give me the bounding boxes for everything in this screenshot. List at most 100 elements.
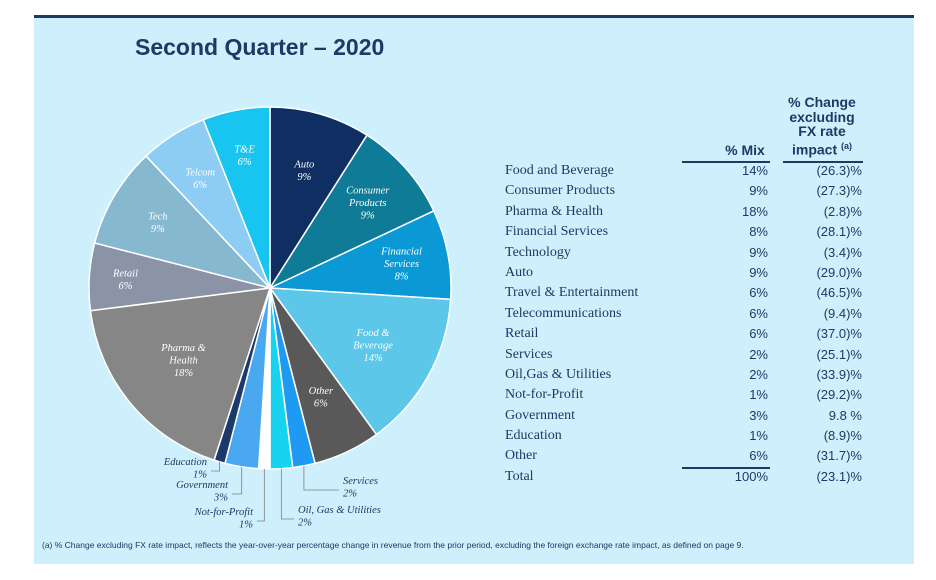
- row-change: (33.9)%: [816, 366, 862, 382]
- pie-slice-pharma-health: [89, 287, 272, 462]
- pie-slice-consumer-products: [267, 134, 435, 290]
- slice-label-financial-services: Financial Services 8%: [380, 246, 422, 282]
- row-name: Auto: [505, 264, 533, 280]
- header-change-line-3: FX rate: [798, 123, 846, 139]
- slice-label-services: Services 2%: [343, 476, 378, 500]
- row-mix: 6%: [749, 326, 768, 342]
- table-row: Consumer Products 9% (27.3)%: [500, 181, 870, 201]
- row-change: (29.2)%: [816, 387, 862, 403]
- row-name: Oil,Gas & Utilities: [505, 366, 612, 382]
- slice-label-not-for-profit: Not-for-Profit 1%: [194, 507, 254, 531]
- slice-label-tech: Tech 9%: [148, 211, 167, 235]
- slice-label-oil-gas-utilities: Oil, Gas & Utilities 2%: [298, 505, 381, 529]
- table-row: Food and Beverage 14% (26.3)%: [500, 161, 870, 181]
- slice-label-government: Government 3%: [176, 480, 229, 504]
- header-change-rule: [783, 161, 863, 163]
- leader-line-government: [232, 466, 243, 495]
- row-change: (2.8)%: [823, 203, 862, 219]
- table-row: Not-for-Profit 1% (29.2)%: [500, 385, 870, 405]
- slice-label-telcom: Telcom 6%: [185, 168, 215, 192]
- pie-slice-t-e: [202, 106, 271, 289]
- pie-slice-tech: [93, 154, 273, 290]
- table-row: Auto 9% (29.0)%: [500, 263, 870, 283]
- row-mix: 1%: [749, 428, 768, 444]
- row-change: (37.0)%: [816, 326, 862, 342]
- row-name: Retail: [505, 326, 539, 342]
- row-mix: 6%: [749, 285, 768, 301]
- footnote: (a) % Change excluding FX rate impact, r…: [42, 540, 744, 550]
- table-row: Total 100% (23.1)%: [500, 467, 870, 487]
- row-change: (26.3)%: [816, 163, 862, 178]
- slice-label-t-e: T&E 6%: [234, 144, 255, 168]
- row-name: Consumer Products: [505, 183, 616, 199]
- slice-label-consumer-products: Consumer Products 9%: [346, 185, 390, 221]
- top-rule: [34, 15, 914, 18]
- row-change: (28.1)%: [816, 224, 862, 240]
- row-name: Technology: [505, 244, 571, 260]
- slice-label-other: Other 6%: [309, 386, 334, 410]
- row-change: (23.1)%: [816, 468, 862, 484]
- row-change: 9.8 %: [828, 407, 862, 423]
- table-row: Education 1% (8.9)%: [500, 426, 870, 446]
- header-mix: % Mix: [725, 142, 765, 158]
- row-change: (46.5)%: [816, 285, 862, 301]
- leader-line-oil-gas-utilities: [280, 468, 294, 520]
- slice-label-education: Education 1%: [163, 457, 207, 481]
- row-mix: 2%: [749, 366, 768, 382]
- header-change-line-4: impact (a): [775, 139, 869, 157]
- row-name: Total: [505, 468, 534, 484]
- slice-label-auto: Auto 9%: [293, 160, 314, 184]
- slice-label-pharma-health: Pharma & Health 18%: [160, 343, 206, 379]
- row-change: (9.4)%: [823, 305, 862, 321]
- header-change-note: (a): [841, 140, 852, 151]
- header-change-line-2: excluding: [789, 108, 855, 125]
- table-row: Other 6% (31.7)%: [500, 446, 870, 466]
- table-row: Telecommunications 6% (9.4)%: [500, 304, 870, 324]
- row-mix: 8%: [749, 224, 768, 240]
- slice-label-retail: Retail 6%: [112, 269, 138, 293]
- row-mix: 100%: [734, 468, 768, 484]
- row-change: (8.9)%: [823, 428, 862, 444]
- row-name: Pharma & Health: [505, 203, 603, 219]
- row-mix: 3%: [749, 407, 768, 423]
- row-name: Travel & Entertainment: [505, 285, 639, 301]
- row-mix: 2%: [749, 346, 768, 362]
- leader-line-education: [211, 461, 220, 472]
- row-mix: 18%: [741, 203, 768, 219]
- row-mix: 6%: [749, 448, 768, 464]
- row-mix: 9%: [749, 244, 768, 260]
- row-mix: 14%: [741, 163, 768, 178]
- row-name: Government: [505, 407, 575, 423]
- page-title: Second Quarter – 2020: [135, 34, 385, 60]
- row-change: (27.3)%: [816, 183, 862, 199]
- table-row: Pharma & Health 18% (2.8)%: [500, 202, 870, 222]
- pie-slice-food-beverage: [268, 287, 452, 436]
- table-row: Retail 6% (37.0)%: [500, 324, 870, 344]
- row-name: Financial Services: [505, 224, 609, 240]
- table-row: Travel & Entertainment 6% (46.5)%: [500, 283, 870, 303]
- row-name: Services: [505, 346, 553, 362]
- table-row: Government 3% 9.8 %: [500, 406, 870, 426]
- pie-slice-financial-services: [269, 209, 452, 301]
- table-row: Technology 9% (3.4)%: [500, 243, 870, 263]
- table-row: Financial Services 8% (28.1)%: [500, 222, 870, 242]
- row-name: Food and Beverage: [505, 163, 614, 178]
- total-rule: [682, 467, 770, 469]
- row-name: Education: [505, 428, 562, 444]
- header-change: % Change excluding FX rate impact (a): [775, 95, 869, 157]
- row-change: (3.4)%: [823, 244, 862, 260]
- row-name: Other: [505, 448, 537, 464]
- table-body: Food and Beverage 14% (26.3)% Consumer Prod…: [500, 161, 870, 487]
- row-mix: 1%: [749, 387, 768, 403]
- row-name: Telecommunications: [505, 305, 622, 321]
- pie-slice-auto: [269, 106, 369, 291]
- leader-line-services: [303, 465, 339, 491]
- leader-line-not-for-profit: [257, 468, 265, 522]
- header-change-line-1: % Change: [788, 94, 856, 110]
- table-row: Services 2% (25.1)%: [500, 345, 870, 365]
- header-change-impact: impact: [791, 141, 838, 158]
- header-mix-rule: [682, 161, 770, 163]
- row-change: (31.7)%: [816, 448, 862, 464]
- row-name: Not-for-Profit: [505, 387, 584, 403]
